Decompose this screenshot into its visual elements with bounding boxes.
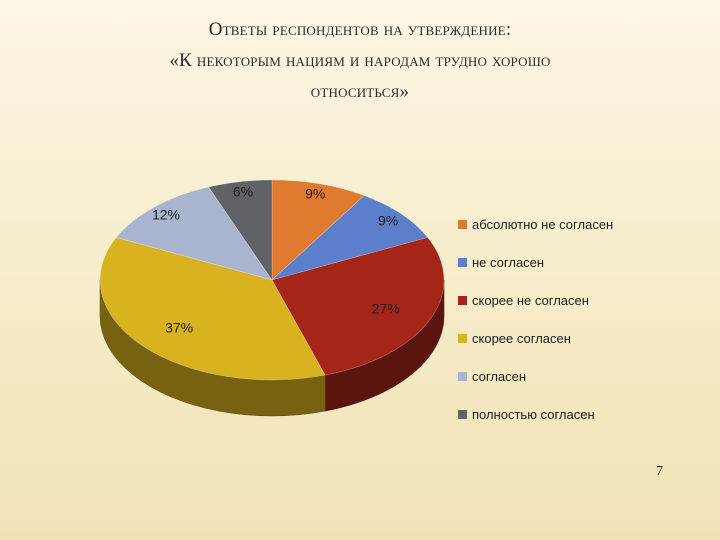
slice-value-label-0: 9% (305, 186, 325, 202)
page-number: 7 (656, 464, 663, 479)
legend-swatch-4 (458, 372, 467, 381)
slice-value-label-4: 12% (152, 206, 180, 222)
slide-title: Ответы респондентов на утверждение: «К н… (40, 14, 680, 107)
title-line-2: «К некоторым нациям и народам трудно хор… (169, 50, 551, 71)
slice-value-label-5: 6% (233, 184, 253, 200)
pie-slice-1 (271, 195, 429, 281)
legend-swatch-1 (458, 258, 467, 267)
pie-top (99, 179, 445, 381)
legend-swatch-5 (458, 410, 467, 419)
slice-value-label-3: 37% (165, 320, 193, 336)
legend-swatch-3 (458, 334, 467, 343)
legend-label-4: согласен (472, 369, 526, 384)
legend-label-2: скорее не согласен (472, 293, 589, 308)
legend-swatch-2 (458, 296, 467, 305)
slice-value-label-2: 27% (372, 301, 400, 317)
chart-legend: абсолютно не согласен не согласен скорее н… (458, 217, 613, 422)
pie-slice-5 (208, 179, 273, 281)
legend-label-1: не согласен (472, 255, 544, 270)
legend-label-3: скорее согласен (472, 331, 571, 346)
legend-label-5: полностью согласен (472, 407, 595, 422)
pie-slice-0 (271, 179, 365, 281)
title-line-1: Ответы респондентов на утверждение: (208, 19, 512, 40)
legend-swatch-0 (458, 220, 467, 229)
slice-value-label-1: 9% (378, 213, 398, 229)
pie-slice-2 (271, 237, 445, 376)
pie-slice-4 (115, 186, 273, 281)
title-line-3: относиться» (310, 81, 410, 102)
pie-slice-3 (99, 237, 326, 381)
pie-labels: 9% 9% 27% 37% 12% 6% (152, 184, 400, 336)
legend-label-0: абсолютно не согласен (472, 217, 613, 232)
